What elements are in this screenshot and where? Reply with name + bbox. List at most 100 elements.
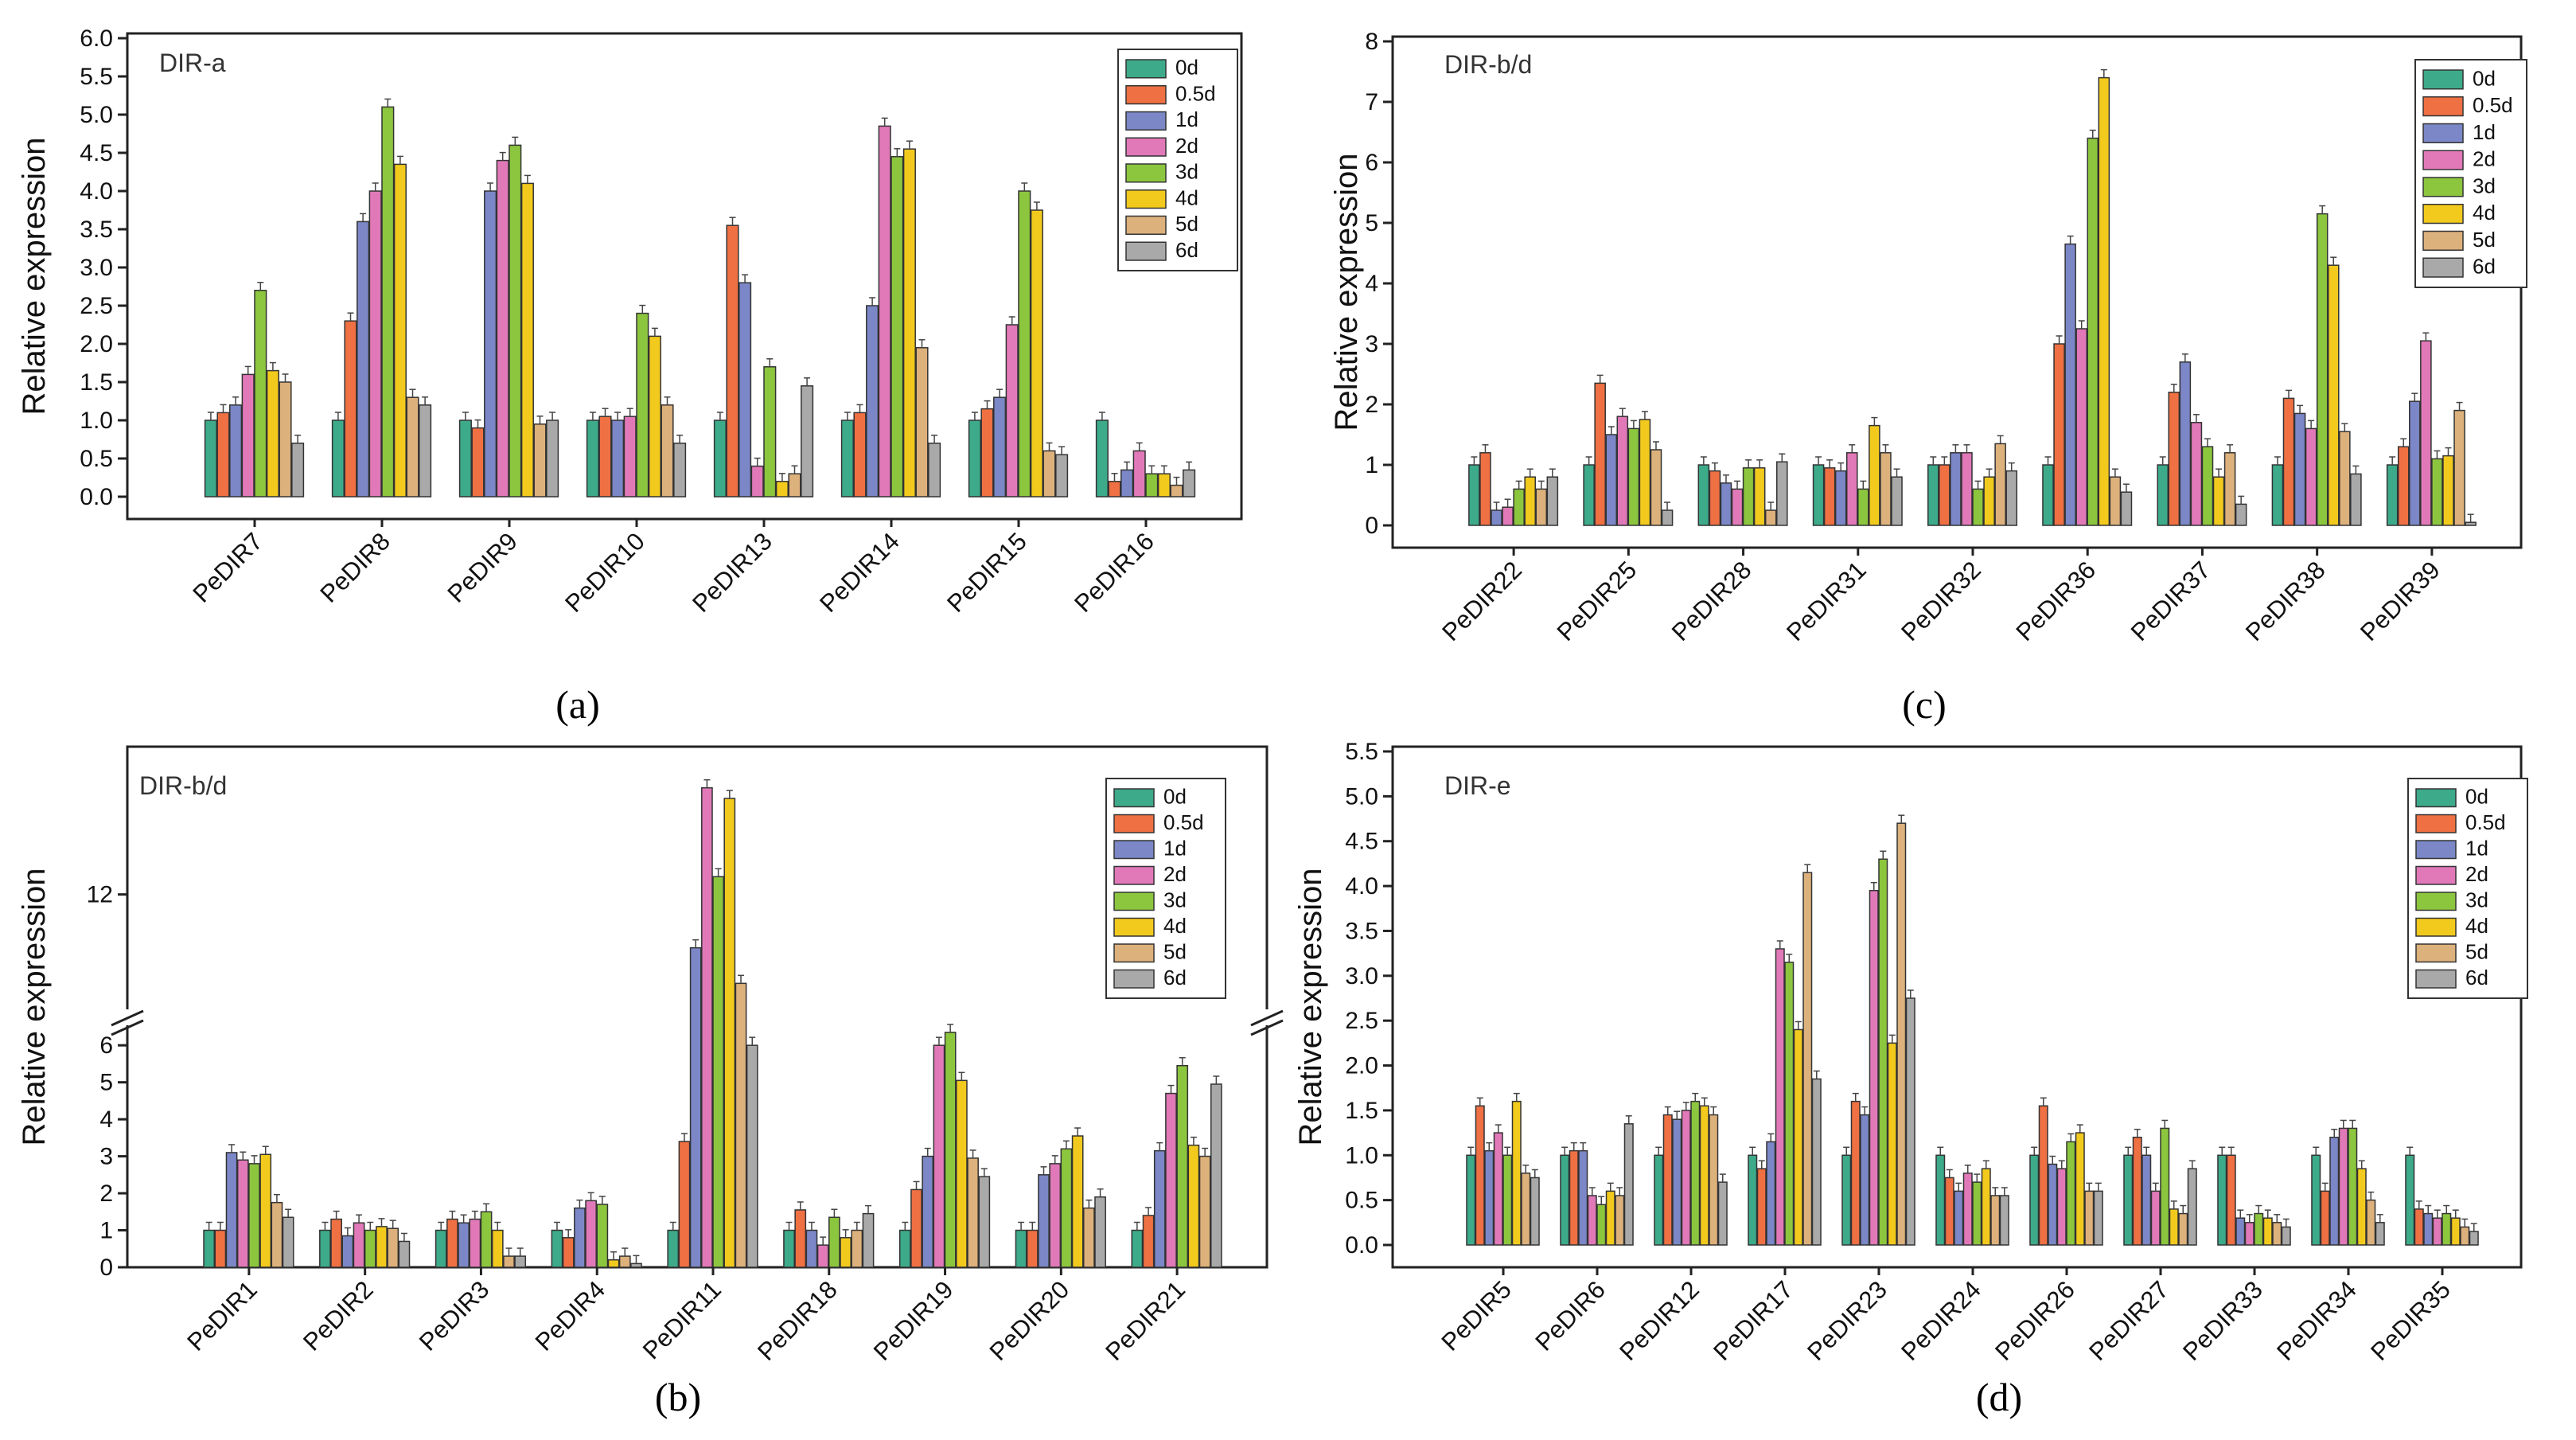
bar-b-PeDIR18-3d [828,1216,840,1268]
legend-label: 1d [2473,120,2496,144]
bar-c-PeDIR22-1d [1491,509,1502,526]
bar-b-PeDIR11-3d [712,876,724,1268]
bar-b-PeDIR4-4d [607,1259,620,1268]
x-tick-label: PeDIR9 [442,527,523,608]
bar-b-PeDIR2-0d [319,1229,331,1268]
bar-c-PeDIR31-1d [1834,470,1847,526]
legend-swatch-1d [2415,840,2457,860]
y-tick-label: 2.0 [1345,1053,1378,1079]
bar-d-PeDIR24-6d [1999,1195,2009,1246]
x-tick-label: PeDIR12 [1614,1275,1705,1366]
bar-c-PeDIR22-4d [1524,476,1536,526]
legend-swatch-5d [2422,230,2464,251]
x-tick-label: PeDIR6 [1530,1275,1611,1356]
bar-a-PeDIR15-0.5d [980,408,994,498]
bar-d-PeDIR17-2d [1775,948,1785,1246]
bar-d-PeDIR33-2d [2244,1222,2254,1246]
bar-a-PeDIR8-3d [381,106,395,498]
bar-a-PeDIR10-0d [586,420,599,498]
y-axis-label: Relative expression [17,868,52,1145]
bar-c-PeDIR28-5d [1764,509,1777,526]
legend-label: 0.5d [2473,93,2513,117]
bar-d-PeDIR34-3d [2348,1127,2358,1246]
x-tick-label: PeDIR26 [1989,1275,2080,1366]
bar-d-PeDIR27-6d [2187,1168,2197,1246]
bar-a-PeDIR7-5d [279,381,292,498]
legend-swatch-2d [2422,150,2464,170]
bar-d-PeDIR5-4d [1511,1100,1522,1246]
bar-c-PeDIR38-0d [2271,464,2284,526]
bar-d-PeDIR27-2d [2150,1190,2161,1246]
legend-swatch-5d [1125,215,1167,235]
bar-d-PeDIR5-2d [1493,1132,1503,1246]
y-tick-label: 12 [87,882,113,908]
bar-a-PeDIR16-5d [1170,484,1183,498]
bar-c-PeDIR39-3d [2431,458,2443,526]
bar-d-PeDIR34-2d [2338,1127,2348,1246]
bar-a-PeDIR15-6d [1055,454,1069,498]
bar-b-PeDIR1-0d [203,1229,215,1268]
y-tick-label: 2.0 [80,331,113,357]
x-tick-label: PeDIR1 [181,1275,263,1356]
bar-c-PeDIR39-0.5d [2397,446,2410,526]
y-tick-label: 3.5 [1345,918,1378,944]
bar-a-PeDIR14-6d [928,443,941,498]
bar-c-PeDIR38-6d [2350,473,2362,526]
bar-a-PeDIR13-1d [739,282,752,498]
panel-c-chart: 0 1 2 3 4 5 6 7 8 Relative expression DIR-b/d PeDIR… [1329,29,2527,646]
bar-b-PeDIR21-0.5d [1142,1215,1155,1268]
bar-d-PeDIR23-5d [1896,822,1907,1246]
axis-break-mark [111,1009,144,1027]
bar-b-PeDIR1-4d [259,1153,272,1268]
bar-b-PeDIR20-5d [1083,1207,1095,1268]
bar-d-PeDIR26-0.5d [2038,1105,2048,1246]
bar-c-PeDIR28-0.5d [1709,470,1721,526]
bar-a-PeDIR14-0d [840,420,854,498]
bar-b-PeDIR4-5d [618,1255,631,1268]
y-tick-label: 5.0 [1345,783,1378,810]
y-tick-label: 0 [1365,513,1378,539]
y-axis-label: Relative expression [1329,153,1364,431]
bar-c-PeDIR28-2d [1731,488,1744,526]
bar-c-PeDIR22-0.5d [1479,452,1491,526]
bar-a-PeDIR7-4d [266,369,279,498]
bar-b-PeDIR3-4d [491,1229,504,1268]
bar-d-PeDIR26-3d [2066,1141,2076,1246]
bar-b-PeDIR19-4d [956,1079,968,1268]
bar-b-PeDIR2-1d [341,1235,354,1268]
bar-b-PeDIR2-0.5d [330,1218,342,1268]
y-tick-label: 4.0 [1345,873,1378,900]
bar-c-PeDIR37-1d [2179,361,2192,526]
x-tick-label: PeDIR15 [941,527,1032,618]
legend-swatch-0.5d [2415,814,2457,833]
bar-d-PeDIR33-1d [2235,1217,2246,1246]
legend-swatch-4d [2415,917,2457,937]
bar-b-PeDIR3-3d [480,1211,493,1268]
plot-frame [126,32,1243,521]
y-tick-label: 0.5 [1345,1188,1378,1214]
bar-c-PeDIR39-1d [2409,400,2421,526]
bar-a-PeDIR7-0.5d [216,412,230,498]
legend-label: 2d [1175,134,1198,158]
bar-d-PeDIR17-5d [1802,872,1813,1246]
x-tick-label: PeDIR8 [314,527,396,608]
bar-b-PeDIR4-1d [574,1207,586,1268]
bar-d-PeDIR12-1d [1672,1118,1682,1246]
y-tick-label: 2.5 [80,293,113,319]
bar-b-PeDIR21-0d [1131,1229,1144,1268]
y-tick-label: 7 [1365,89,1378,115]
bar-d-PeDIR6-6d [1623,1123,1634,1246]
y-tick-label: 3.0 [1345,963,1378,989]
bar-d-PeDIR17-0.5d [1756,1168,1767,1246]
caption-b: (b) [655,1375,701,1419]
legend-swatch-3d [2415,892,2457,911]
bar-b-PeDIR18-0.5d [794,1209,807,1268]
legend-label: 0d [1175,56,1198,80]
y-tick-label: 1.0 [1345,1142,1378,1169]
bar-d-PeDIR12-4d [1699,1105,1709,1246]
bar-c-PeDIR22-2d [1502,506,1514,526]
x-tick-label: PeDIR5 [1436,1275,1517,1356]
bar-c-PeDIR31-6d [1891,476,1903,526]
bar-b-PeDIR4-0d [551,1229,563,1268]
